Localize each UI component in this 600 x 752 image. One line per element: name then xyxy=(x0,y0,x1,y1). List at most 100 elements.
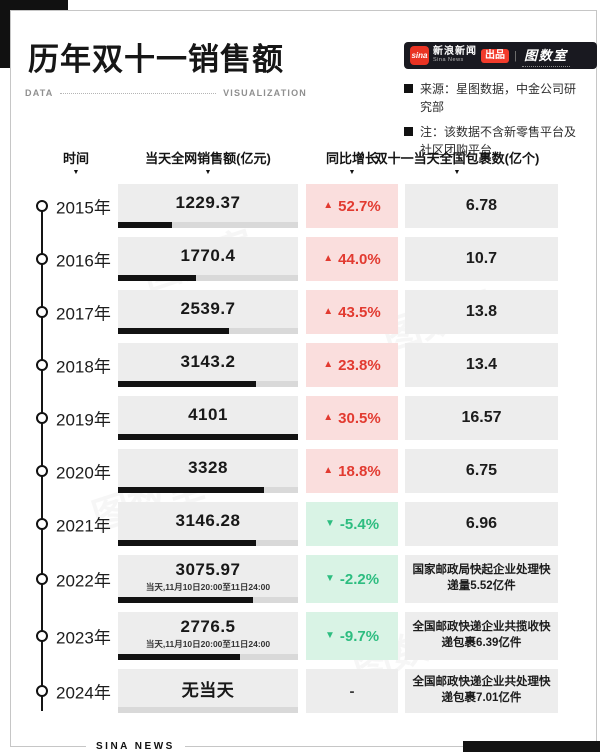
sales-value: 1770.4 xyxy=(180,246,236,265)
timeline-node-icon xyxy=(36,253,48,265)
produced-by-badge: 出品 xyxy=(481,48,509,63)
sales-cell: 无当天 xyxy=(118,669,298,713)
yoy-value: 43.5% xyxy=(338,303,381,321)
packages-cell: 6.96 xyxy=(405,502,558,546)
column-header-sales: 当天全网销售额(亿元) ▼ xyxy=(118,148,298,176)
sales-bar-track xyxy=(118,222,298,228)
timeline-table: 2015年 1229.37 52.7% 6.78 2016年 1770.4 xyxy=(0,184,600,722)
year-label: 2018年 xyxy=(56,357,111,377)
sales-cell: 3146.28 xyxy=(118,502,298,546)
timeline-node-icon xyxy=(36,573,48,585)
column-caret-icon: ▼ xyxy=(348,169,356,176)
studio-logo: 图数室 xyxy=(521,45,570,67)
sales-value: 4101 xyxy=(188,405,228,424)
packages-cell: 6.78 xyxy=(405,184,558,228)
corner-bracket xyxy=(0,0,68,10)
table-row-2023: 2023年 2776.5 当天,11月10日20:00至11日24:00 -9.… xyxy=(0,612,600,660)
yoy-cell: -9.7% xyxy=(306,612,398,660)
brand-bar: sina 新浪新闻 Sina News 出品 | 图数室 xyxy=(404,42,597,69)
sales-cell: 1770.4 xyxy=(118,237,298,281)
packages-cell: 13.4 xyxy=(405,343,558,387)
timeline-node-icon xyxy=(36,412,48,424)
sales-bar-fill xyxy=(118,597,253,603)
visualization-label: VISUALIZATION xyxy=(223,88,307,98)
year-label: 2016年 xyxy=(56,251,111,271)
sales-value: 2539.7 xyxy=(180,299,236,318)
sales-bar-track xyxy=(118,434,298,440)
source-notes: 来源：星图数据，中金公司研究部 注：该数据不含新零售平台及社区团购平台 xyxy=(404,80,586,166)
sales-bar-fill xyxy=(118,275,196,281)
packages-cell: 全国邮政快递企业共揽收快递包裹6.39亿件 xyxy=(405,612,558,660)
sales-cell: 4101 xyxy=(118,396,298,440)
timeline-node-icon xyxy=(36,359,48,371)
sales-cell: 3328 xyxy=(118,449,298,493)
bullet-square-icon xyxy=(404,127,413,136)
packages-cell: 10.7 xyxy=(405,237,558,281)
table-row-2019: 2019年 4101 30.5% 16.57 xyxy=(0,396,600,440)
column-caret-icon: ▼ xyxy=(453,169,461,176)
yoy-value: 23.8% xyxy=(338,356,381,374)
yoy-value: 30.5% xyxy=(338,409,381,427)
sales-bar-track xyxy=(118,328,298,334)
table-row-2020: 2020年 3328 18.8% 6.75 xyxy=(0,449,600,493)
sales-bar-fill xyxy=(118,487,265,493)
table-row-2022: 2022年 3075.97 当天,11月10日20:00至11日24:00 -2… xyxy=(0,555,600,603)
yoy-cell: 43.5% xyxy=(306,290,398,334)
yoy-value: -9.7% xyxy=(339,627,380,645)
yoy-value: 44.0% xyxy=(338,250,381,268)
table-row-2017: 2017年 2539.7 43.5% 13.8 xyxy=(0,290,600,334)
sales-bar-fill xyxy=(118,654,240,660)
sina-logo-icon: sina xyxy=(410,46,429,65)
table-row-2021: 2021年 3146.28 -5.4% 6.96 xyxy=(0,502,600,546)
timeline-node-icon xyxy=(36,306,48,318)
dotted-divider xyxy=(60,92,217,94)
sales-value: 2776.5 xyxy=(180,616,236,636)
year-label: 2021年 xyxy=(56,516,111,536)
studio-logo-subtext xyxy=(521,65,570,67)
bullet-square-icon xyxy=(404,84,413,93)
yoy-cell: 23.8% xyxy=(306,343,398,387)
year-label: 2017年 xyxy=(56,304,111,324)
sales-bar-track xyxy=(118,487,298,493)
sales-value: 3075.97 xyxy=(175,559,241,579)
yoy-cell: - xyxy=(306,669,398,713)
brand-name-cn: 新浪新闻 xyxy=(433,46,477,58)
disclaimer-note-text: 注：该数据不含新零售平台及社区团购平台 xyxy=(420,125,577,157)
sales-bar-track xyxy=(118,597,298,603)
packages-cell: 全国邮政快递企业共处理快递包裹7.01亿件 xyxy=(405,669,558,713)
trend-up-icon xyxy=(323,201,333,211)
sales-cell: 1229.37 xyxy=(118,184,298,228)
sales-note: 当天,11月10日20:00至11日24:00 xyxy=(145,638,271,649)
timeline-node-icon xyxy=(36,200,48,212)
brand-name: 新浪新闻 Sina News xyxy=(433,47,477,63)
yoy-value: - xyxy=(349,682,355,700)
sales-bar-track xyxy=(118,275,298,281)
studio-logo-text: 图数室 xyxy=(524,47,568,63)
separator: | xyxy=(514,49,517,62)
table-row-2015: 2015年 1229.37 52.7% 6.78 xyxy=(0,184,600,228)
page-title: 历年双十一销售额 xyxy=(28,42,284,77)
sales-value: 3143.2 xyxy=(180,352,236,371)
sales-cell: 3075.97 当天,11月10日20:00至11日24:00 xyxy=(118,555,298,603)
column-caret-icon: ▼ xyxy=(72,169,80,176)
sales-bar-fill xyxy=(118,222,172,228)
yoy-cell: 44.0% xyxy=(306,237,398,281)
sales-bar-track xyxy=(118,707,298,713)
footer-brand-label: SINA NEWS xyxy=(86,741,185,752)
brand-name-en: Sina News xyxy=(433,56,464,63)
sales-cell: 2539.7 xyxy=(118,290,298,334)
packages-cell: 6.75 xyxy=(405,449,558,493)
yoy-value: -2.2% xyxy=(339,570,380,588)
year-label: 2024年 xyxy=(56,683,111,703)
year-label: 2015年 xyxy=(56,198,111,218)
data-label: DATA xyxy=(25,88,54,98)
sales-bar-fill xyxy=(118,328,230,334)
table-row-2018: 2018年 3143.2 23.8% 13.4 xyxy=(0,343,600,387)
source-note-text: 来源：星图数据，中金公司研究部 xyxy=(420,82,577,114)
yoy-cell: -5.4% xyxy=(306,502,398,546)
year-label: 2023年 xyxy=(56,628,111,648)
yoy-cell: 18.8% xyxy=(306,449,398,493)
yoy-value: -5.4% xyxy=(339,515,380,533)
table-row-2024: 2024年 无当天 - 全国邮政快递企业共处理快递包裹7.01亿件 xyxy=(0,669,600,713)
